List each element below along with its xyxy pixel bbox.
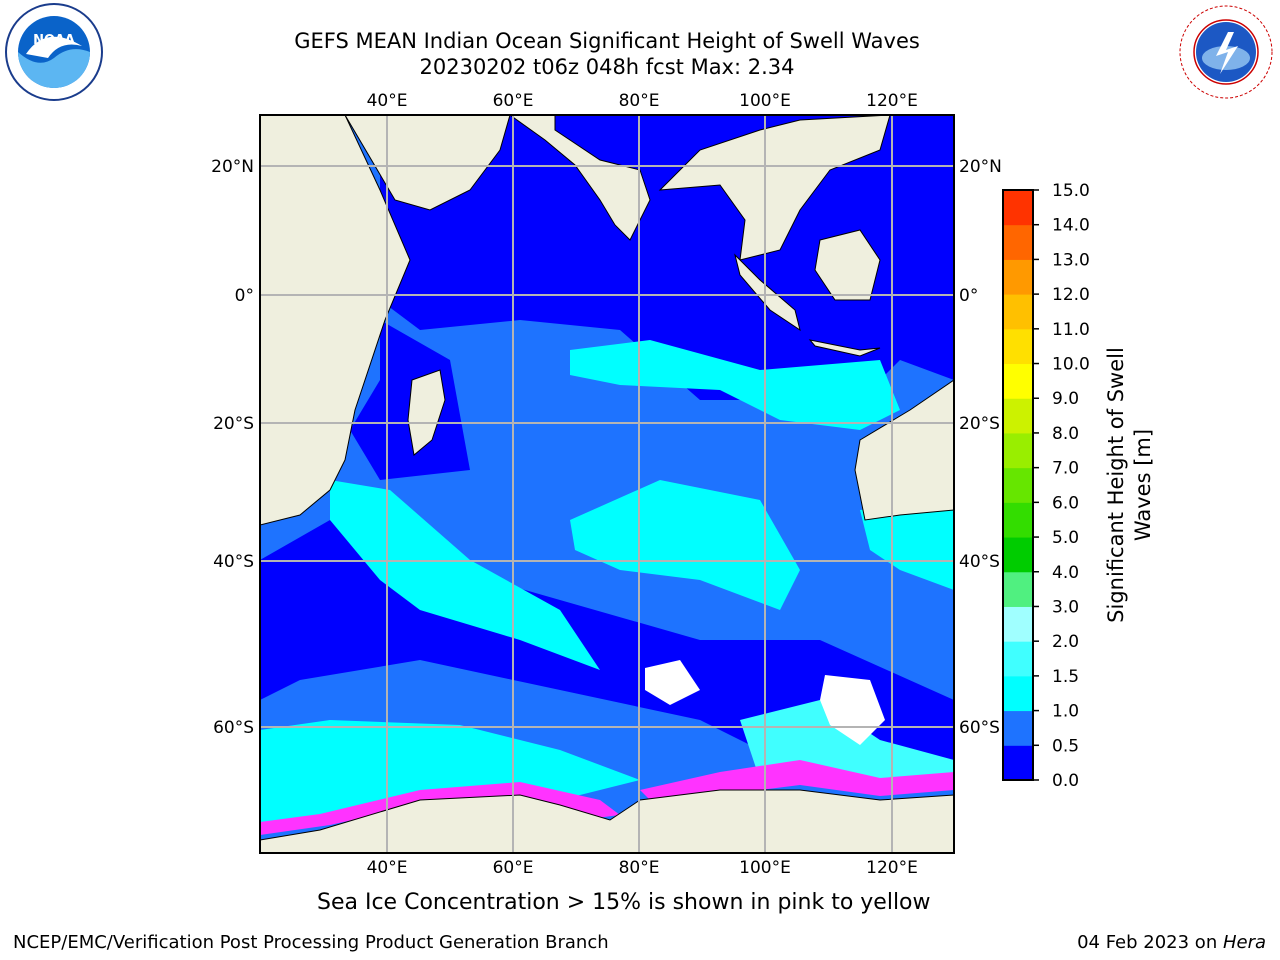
colorbar-tick-label: 1.0 xyxy=(1052,702,1079,722)
chart-subtitle: 20230202 t06z 048h fcst Max: 2.34 xyxy=(419,55,795,79)
noaa-logo-icon: NOAA xyxy=(5,3,103,101)
colorbar-segment xyxy=(1003,259,1033,295)
colorbar-segment xyxy=(1003,710,1033,746)
land-java xyxy=(808,339,881,357)
lat-labels-right: 20°N 0° 20°S 40°S 60°S xyxy=(959,157,1002,738)
colorbar-tick-label: 9.0 xyxy=(1052,389,1079,409)
colorbar: 0.0 0.5 1.0 1.5 2.0 3.0 4.0 5.0 6.0 7.0 8.0 9.0 10.0… xyxy=(1002,181,1090,791)
lon-label: 60°E xyxy=(493,858,534,878)
swell-region-high-2 xyxy=(330,480,600,670)
lat-label: 40°S xyxy=(959,552,1000,572)
lon-label: 80°E xyxy=(619,858,660,878)
colorbar-tick-label: 0.5 xyxy=(1052,736,1079,756)
lat-label: 0° xyxy=(959,286,978,306)
colorbar-tick-label: 4.0 xyxy=(1052,563,1079,583)
footer-date-text: 04 Feb 2023 on xyxy=(1077,932,1223,953)
footer-host: Hera xyxy=(1222,932,1266,953)
swell-region-high-3 xyxy=(570,480,800,610)
colorbar-segment xyxy=(1003,398,1033,434)
land-antarctica xyxy=(260,789,954,853)
colorbar-segment xyxy=(1003,675,1033,712)
swell-region-high-south xyxy=(260,720,640,830)
caption: Sea Ice Concentration > 15% is shown in … xyxy=(317,890,931,915)
lon-label: 100°E xyxy=(739,858,791,878)
noaa-logo-text: NOAA xyxy=(33,33,75,48)
colorbar-tick-label: 1.5 xyxy=(1052,667,1079,687)
nws-logo-icon xyxy=(1178,4,1274,100)
lat-label: 60°S xyxy=(213,718,254,738)
colorbar-tick-label: 15.0 xyxy=(1052,181,1090,201)
colorbar-tick-label: 11.0 xyxy=(1052,320,1090,340)
lon-labels-bottom: 40°E 60°E 80°E 100°E 120°E xyxy=(367,858,918,878)
lon-label: 120°E xyxy=(866,858,918,878)
lon-label: 80°E xyxy=(619,91,660,111)
colorbar-tick-label: 2.0 xyxy=(1052,632,1079,652)
colorbar-tick-label: 6.0 xyxy=(1052,493,1079,513)
sea-ice-band-west xyxy=(260,782,620,835)
land-borneo xyxy=(814,229,881,301)
lat-label: 60°S xyxy=(959,718,1000,738)
colorbar-segment xyxy=(1003,641,1033,677)
colorbar-segment xyxy=(1003,571,1033,607)
land-madagascar xyxy=(407,369,446,456)
colorbar-segment xyxy=(1003,294,1033,330)
colorbar-segment xyxy=(1003,467,1033,503)
missing-data-patch xyxy=(645,660,700,705)
lat-label: 0° xyxy=(235,286,254,306)
lat-label: 20°S xyxy=(213,414,254,434)
land-sumatra xyxy=(734,253,801,332)
map-plot-area xyxy=(260,115,954,853)
lon-label: 120°E xyxy=(866,91,918,111)
colorbar-frame xyxy=(1002,189,1034,781)
lat-label: 40°S xyxy=(213,552,254,572)
colorbar-tick-label: 0.0 xyxy=(1052,771,1079,791)
colorbar-label: Waves [m] xyxy=(1131,429,1155,541)
colorbar-segment xyxy=(1003,224,1033,260)
colorbar-tick-label: 8.0 xyxy=(1052,424,1079,444)
lon-label: 40°E xyxy=(367,91,408,111)
colorbar-label: Significant Height of Swell xyxy=(1104,347,1128,623)
colorbar-tick-label: 7.0 xyxy=(1052,459,1079,479)
lat-label: 20°S xyxy=(959,414,1000,434)
lon-labels-top: 40°E 60°E 80°E 100°E 120°E xyxy=(367,91,918,111)
colorbar-tick-label: 13.0 xyxy=(1052,250,1090,270)
chart-title: GEFS MEAN Indian Ocean Significant Heigh… xyxy=(294,29,920,53)
colorbar-tick-label: 10.0 xyxy=(1052,355,1090,375)
colorbar-segment xyxy=(1003,606,1033,642)
land-southeast-asia xyxy=(658,115,891,261)
footer-date: 04 Feb 2023 on Hera xyxy=(1077,932,1266,953)
colorbar-tick-label: 12.0 xyxy=(1052,285,1090,305)
lat-label: 20°N xyxy=(959,157,1002,177)
swell-region-high-4 xyxy=(860,500,954,590)
lat-labels-left: 20°N 0° 20°S 40°S 60°S xyxy=(211,157,254,738)
colorbar-segment xyxy=(1003,537,1033,573)
colorbar-segment xyxy=(1003,190,1033,226)
colorbar-segment xyxy=(1003,432,1033,469)
lon-label: 60°E xyxy=(493,91,534,111)
graticule xyxy=(260,115,954,853)
land-australia xyxy=(854,379,954,521)
lon-label: 100°E xyxy=(739,91,791,111)
colorbar-segment xyxy=(1003,745,1033,781)
colorbar-segment xyxy=(1003,363,1033,399)
footer-credit: NCEP/EMC/Verification Post Processing Pr… xyxy=(13,932,609,953)
colorbar-segment xyxy=(1003,328,1033,365)
colorbar-segment xyxy=(1003,502,1033,538)
colorbar-tick-label: 3.0 xyxy=(1052,597,1079,617)
swell-region-high-1 xyxy=(570,340,900,430)
colorbar-tick-label: 5.0 xyxy=(1052,528,1079,548)
colorbar-tick-label: 14.0 xyxy=(1052,216,1090,236)
lon-label: 40°E xyxy=(367,858,408,878)
map-frame xyxy=(259,114,955,854)
lat-label: 20°N xyxy=(211,157,254,177)
